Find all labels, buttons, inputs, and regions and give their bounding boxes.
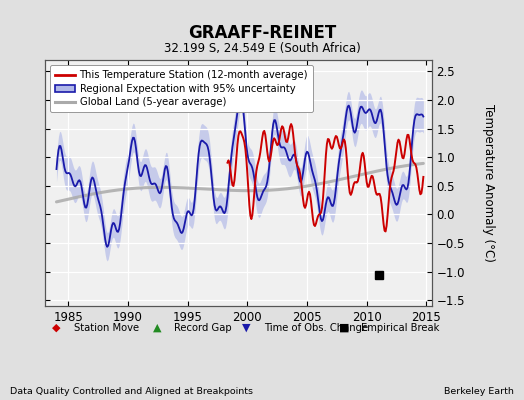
Text: ▲: ▲	[153, 323, 161, 333]
Text: Time of Obs. Change: Time of Obs. Change	[264, 323, 368, 333]
Text: Record Gap: Record Gap	[174, 323, 232, 333]
Text: Station Move: Station Move	[73, 323, 139, 333]
Text: ◆: ◆	[52, 323, 61, 333]
Text: ■: ■	[339, 323, 350, 333]
Text: GRAAFF-REINET: GRAAFF-REINET	[188, 24, 336, 42]
Text: Data Quality Controlled and Aligned at Breakpoints: Data Quality Controlled and Aligned at B…	[10, 387, 254, 396]
Text: Berkeley Earth: Berkeley Earth	[444, 387, 514, 396]
Text: 32.199 S, 24.549 E (South Africa): 32.199 S, 24.549 E (South Africa)	[163, 42, 361, 55]
Y-axis label: Temperature Anomaly (°C): Temperature Anomaly (°C)	[482, 104, 495, 262]
Text: Empirical Break: Empirical Break	[361, 323, 439, 333]
Text: ▼: ▼	[242, 323, 251, 333]
Legend: This Temperature Station (12-month average), Regional Expectation with 95% uncer: This Temperature Station (12-month avera…	[50, 65, 313, 112]
